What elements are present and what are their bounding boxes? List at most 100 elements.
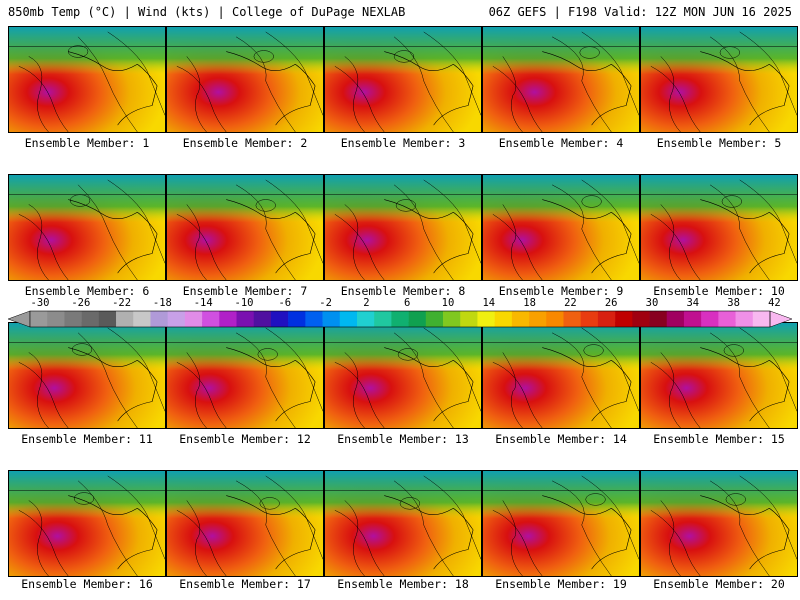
colorbar-min-arrow: [8, 310, 31, 328]
ensemble-member-label: Ensemble Member: 10: [653, 284, 785, 298]
colorbar: [8, 310, 792, 328]
ensemble-member-label: Ensemble Member: 16: [21, 577, 153, 591]
colorbar-segment: [356, 311, 375, 327]
ensemble-map-2: [166, 26, 324, 133]
colorbar-segment: [339, 311, 358, 327]
colorbar-tick-label: 26: [604, 297, 618, 309]
ensemble-map-9: [482, 174, 640, 281]
colorbar-segment: [511, 311, 530, 327]
colorbar-segment: [81, 311, 100, 327]
ensemble-map-3: [324, 26, 482, 133]
colorbar-segment: [752, 311, 771, 327]
colorbar-tick-label: 42: [768, 297, 781, 309]
colorbar-tick-label: 10: [441, 297, 455, 309]
header-title: 850mb Temp (°C) | Wind (kts) | College o…: [8, 5, 406, 19]
ensemble-member-label: Ensemble Member: 17: [179, 577, 311, 591]
colorbar-segment: [219, 311, 237, 327]
colorbar-segment: [288, 311, 306, 327]
colorbar-segment: [443, 311, 461, 327]
colorbar-segment: [167, 311, 186, 327]
ensemble-member-label: Ensemble Member: 3: [340, 136, 466, 150]
colorbar-segment: [30, 311, 48, 327]
colorbar-segment: [529, 311, 547, 327]
colorbar-tick-label: -26: [71, 297, 91, 309]
ensemble-map-4: [482, 26, 640, 133]
colorbar-tick-label: -18: [152, 297, 172, 309]
ensemble-member-label: Ensemble Member: 20: [653, 577, 785, 591]
colorbar-tick-label: 2: [363, 297, 370, 309]
ensemble-member-label: Ensemble Member: 8: [340, 284, 466, 298]
colorbar-segment: [477, 311, 495, 327]
colorbar-tick-label: 14: [482, 297, 496, 309]
colorbar-tick-label: 38: [727, 297, 740, 309]
ensemble-map-1: [8, 26, 166, 133]
ensemble-map-6: [8, 174, 166, 281]
ensemble-member-label: Ensemble Member: 5: [656, 136, 782, 150]
ensemble-member-label: Ensemble Member: 1: [24, 136, 150, 150]
ensemble-member-label: Ensemble Member: 19: [495, 577, 627, 591]
ensemble-map-5: [640, 26, 798, 133]
colorbar-segment: [632, 311, 650, 327]
colorbar-segment: [494, 311, 513, 327]
colorbar-segment: [391, 311, 409, 327]
colorbar-tick-label: 6: [404, 297, 411, 309]
colorbar-tick-label: 30: [645, 297, 659, 309]
colorbar-segment: [460, 311, 478, 327]
colorbar-segment: [184, 311, 203, 327]
ensemble-member-label: Ensemble Member: 15: [653, 432, 785, 446]
colorbar-segment: [580, 311, 599, 327]
colorbar-segment: [253, 311, 272, 327]
ensemble-map-19: [482, 470, 640, 577]
colorbar-segment: [305, 311, 323, 327]
ensemble-member-label: Ensemble Member: 2: [182, 136, 308, 150]
colorbar-tick-label: 22: [564, 297, 577, 309]
ensemble-member-label: Ensemble Member: 4: [498, 136, 624, 150]
ensemble-map-8: [324, 174, 482, 281]
ensemble-map-12: [166, 322, 324, 429]
colorbar-segment: [150, 311, 168, 327]
ensemble-member-label: Ensemble Member: 12: [179, 432, 311, 446]
colorbar-segment: [683, 311, 702, 327]
colorbar-segment: [718, 311, 736, 327]
colorbar-segment: [649, 311, 668, 327]
colorbar-segment: [597, 311, 616, 327]
colorbar-segment: [98, 311, 117, 327]
ensemble-map-16: [8, 470, 166, 577]
ensemble-member-label: Ensemble Member: 18: [337, 577, 469, 591]
colorbar-segment: [735, 311, 754, 327]
colorbar-tick-label: -6: [278, 297, 292, 309]
colorbar-segment: [425, 311, 444, 327]
ensemble-map-17: [166, 470, 324, 577]
colorbar-segment: [270, 311, 289, 327]
ensemble-member-label: Ensemble Member: 13: [337, 432, 469, 446]
colorbar-segment: [47, 311, 65, 327]
colorbar-segment: [666, 311, 685, 327]
header-valid-time: 06Z GEFS | F198 Valid: 12Z MON JUN 16 20…: [488, 5, 792, 19]
ensemble-member-label: Ensemble Member: 9: [498, 284, 624, 298]
colorbar-segment: [202, 311, 220, 327]
colorbar-labels: -30 -26 -22 -18 -14 -10 -6 -2 2 6 10 14 18 22 26 30 34 38…: [8, 297, 792, 309]
ensemble-map-7: [166, 174, 324, 281]
colorbar-tick-label: 18: [523, 297, 536, 309]
colorbar-tick-label: -14: [193, 297, 213, 309]
colorbar-tick-label: -22: [112, 297, 132, 309]
ensemble-map-15: [640, 322, 798, 429]
ensemble-map-18: [324, 470, 482, 577]
colorbar-segment: [236, 311, 255, 327]
colorbar-segment: [374, 311, 392, 327]
ensemble-map-11: [8, 322, 166, 429]
colorbar-segment: [408, 311, 427, 327]
colorbar-tick-label: -30: [30, 297, 50, 309]
colorbar-segment: [701, 311, 719, 327]
colorbar-segment: [322, 311, 341, 327]
ensemble-member-label: Ensemble Member: 7: [182, 284, 308, 298]
colorbar-segment: [64, 311, 82, 327]
ensemble-map-10: [640, 174, 798, 281]
colorbar-segment: [116, 311, 134, 327]
ensemble-map-20: [640, 470, 798, 577]
ensemble-member-label: Ensemble Member: 6: [24, 284, 150, 298]
colorbar-segment: [615, 311, 633, 327]
ensemble-member-label: Ensemble Member: 11: [21, 432, 153, 446]
colorbar-tick-label: -10: [234, 297, 254, 309]
ensemble-map-14: [482, 322, 640, 429]
